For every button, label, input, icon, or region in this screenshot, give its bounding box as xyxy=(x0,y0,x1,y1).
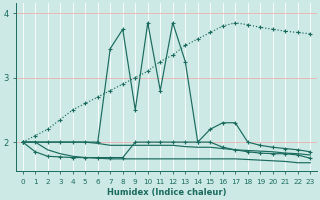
X-axis label: Humidex (Indice chaleur): Humidex (Indice chaleur) xyxy=(107,188,226,197)
